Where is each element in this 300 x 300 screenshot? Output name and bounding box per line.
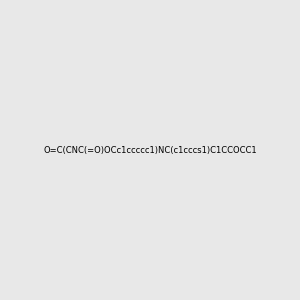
Text: O=C(CNC(=O)OCc1ccccc1)NC(c1cccs1)C1CCOCC1: O=C(CNC(=O)OCc1ccccc1)NC(c1cccs1)C1CCOCC… [43, 146, 257, 154]
